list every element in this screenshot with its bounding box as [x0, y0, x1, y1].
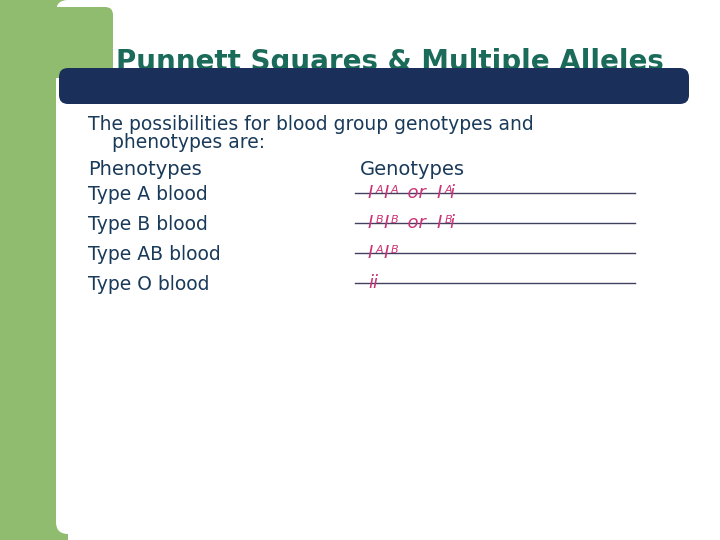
Text: or: or	[396, 184, 432, 202]
FancyBboxPatch shape	[0, 7, 113, 78]
Bar	[0, 15, 68, 70]
Text: I: I	[383, 184, 388, 202]
Text: Type A blood: Type A blood	[88, 185, 208, 204]
Bar	[0, 0, 68, 540]
Text: A: A	[376, 185, 384, 195]
Text: i: i	[449, 214, 454, 232]
Text: I: I	[383, 244, 388, 262]
Text: Punnett Squares & Multiple Alleles: Punnett Squares & Multiple Alleles	[116, 48, 664, 76]
Text: The possibilities for blood group genotypes and: The possibilities for blood group genoty…	[88, 115, 534, 134]
Text: I: I	[368, 244, 373, 262]
Text: B: B	[391, 245, 399, 255]
FancyBboxPatch shape	[56, 0, 720, 534]
Text: B: B	[391, 215, 399, 225]
Text: I: I	[436, 214, 441, 232]
Text: A: A	[391, 185, 399, 195]
Text: I: I	[368, 214, 373, 232]
Text: phenotypes are:: phenotypes are:	[88, 133, 265, 152]
Bar	[0, 0, 68, 90]
Text: Type B blood: Type B blood	[88, 215, 208, 234]
Text: I: I	[436, 184, 441, 202]
Text: Genotypes: Genotypes	[360, 160, 465, 179]
Text: I: I	[383, 214, 388, 232]
Text: A: A	[444, 185, 452, 195]
FancyBboxPatch shape	[59, 68, 689, 104]
Text: A: A	[376, 245, 384, 255]
Text: B: B	[376, 215, 384, 225]
Text: ii: ii	[368, 274, 378, 292]
Text: Phenotypes: Phenotypes	[88, 160, 202, 179]
Text: I: I	[368, 184, 373, 202]
Text: Type AB blood: Type AB blood	[88, 245, 221, 264]
Text: or: or	[396, 214, 432, 232]
Text: i: i	[449, 184, 454, 202]
Text: B: B	[444, 215, 452, 225]
Text: Type O blood: Type O blood	[88, 275, 210, 294]
